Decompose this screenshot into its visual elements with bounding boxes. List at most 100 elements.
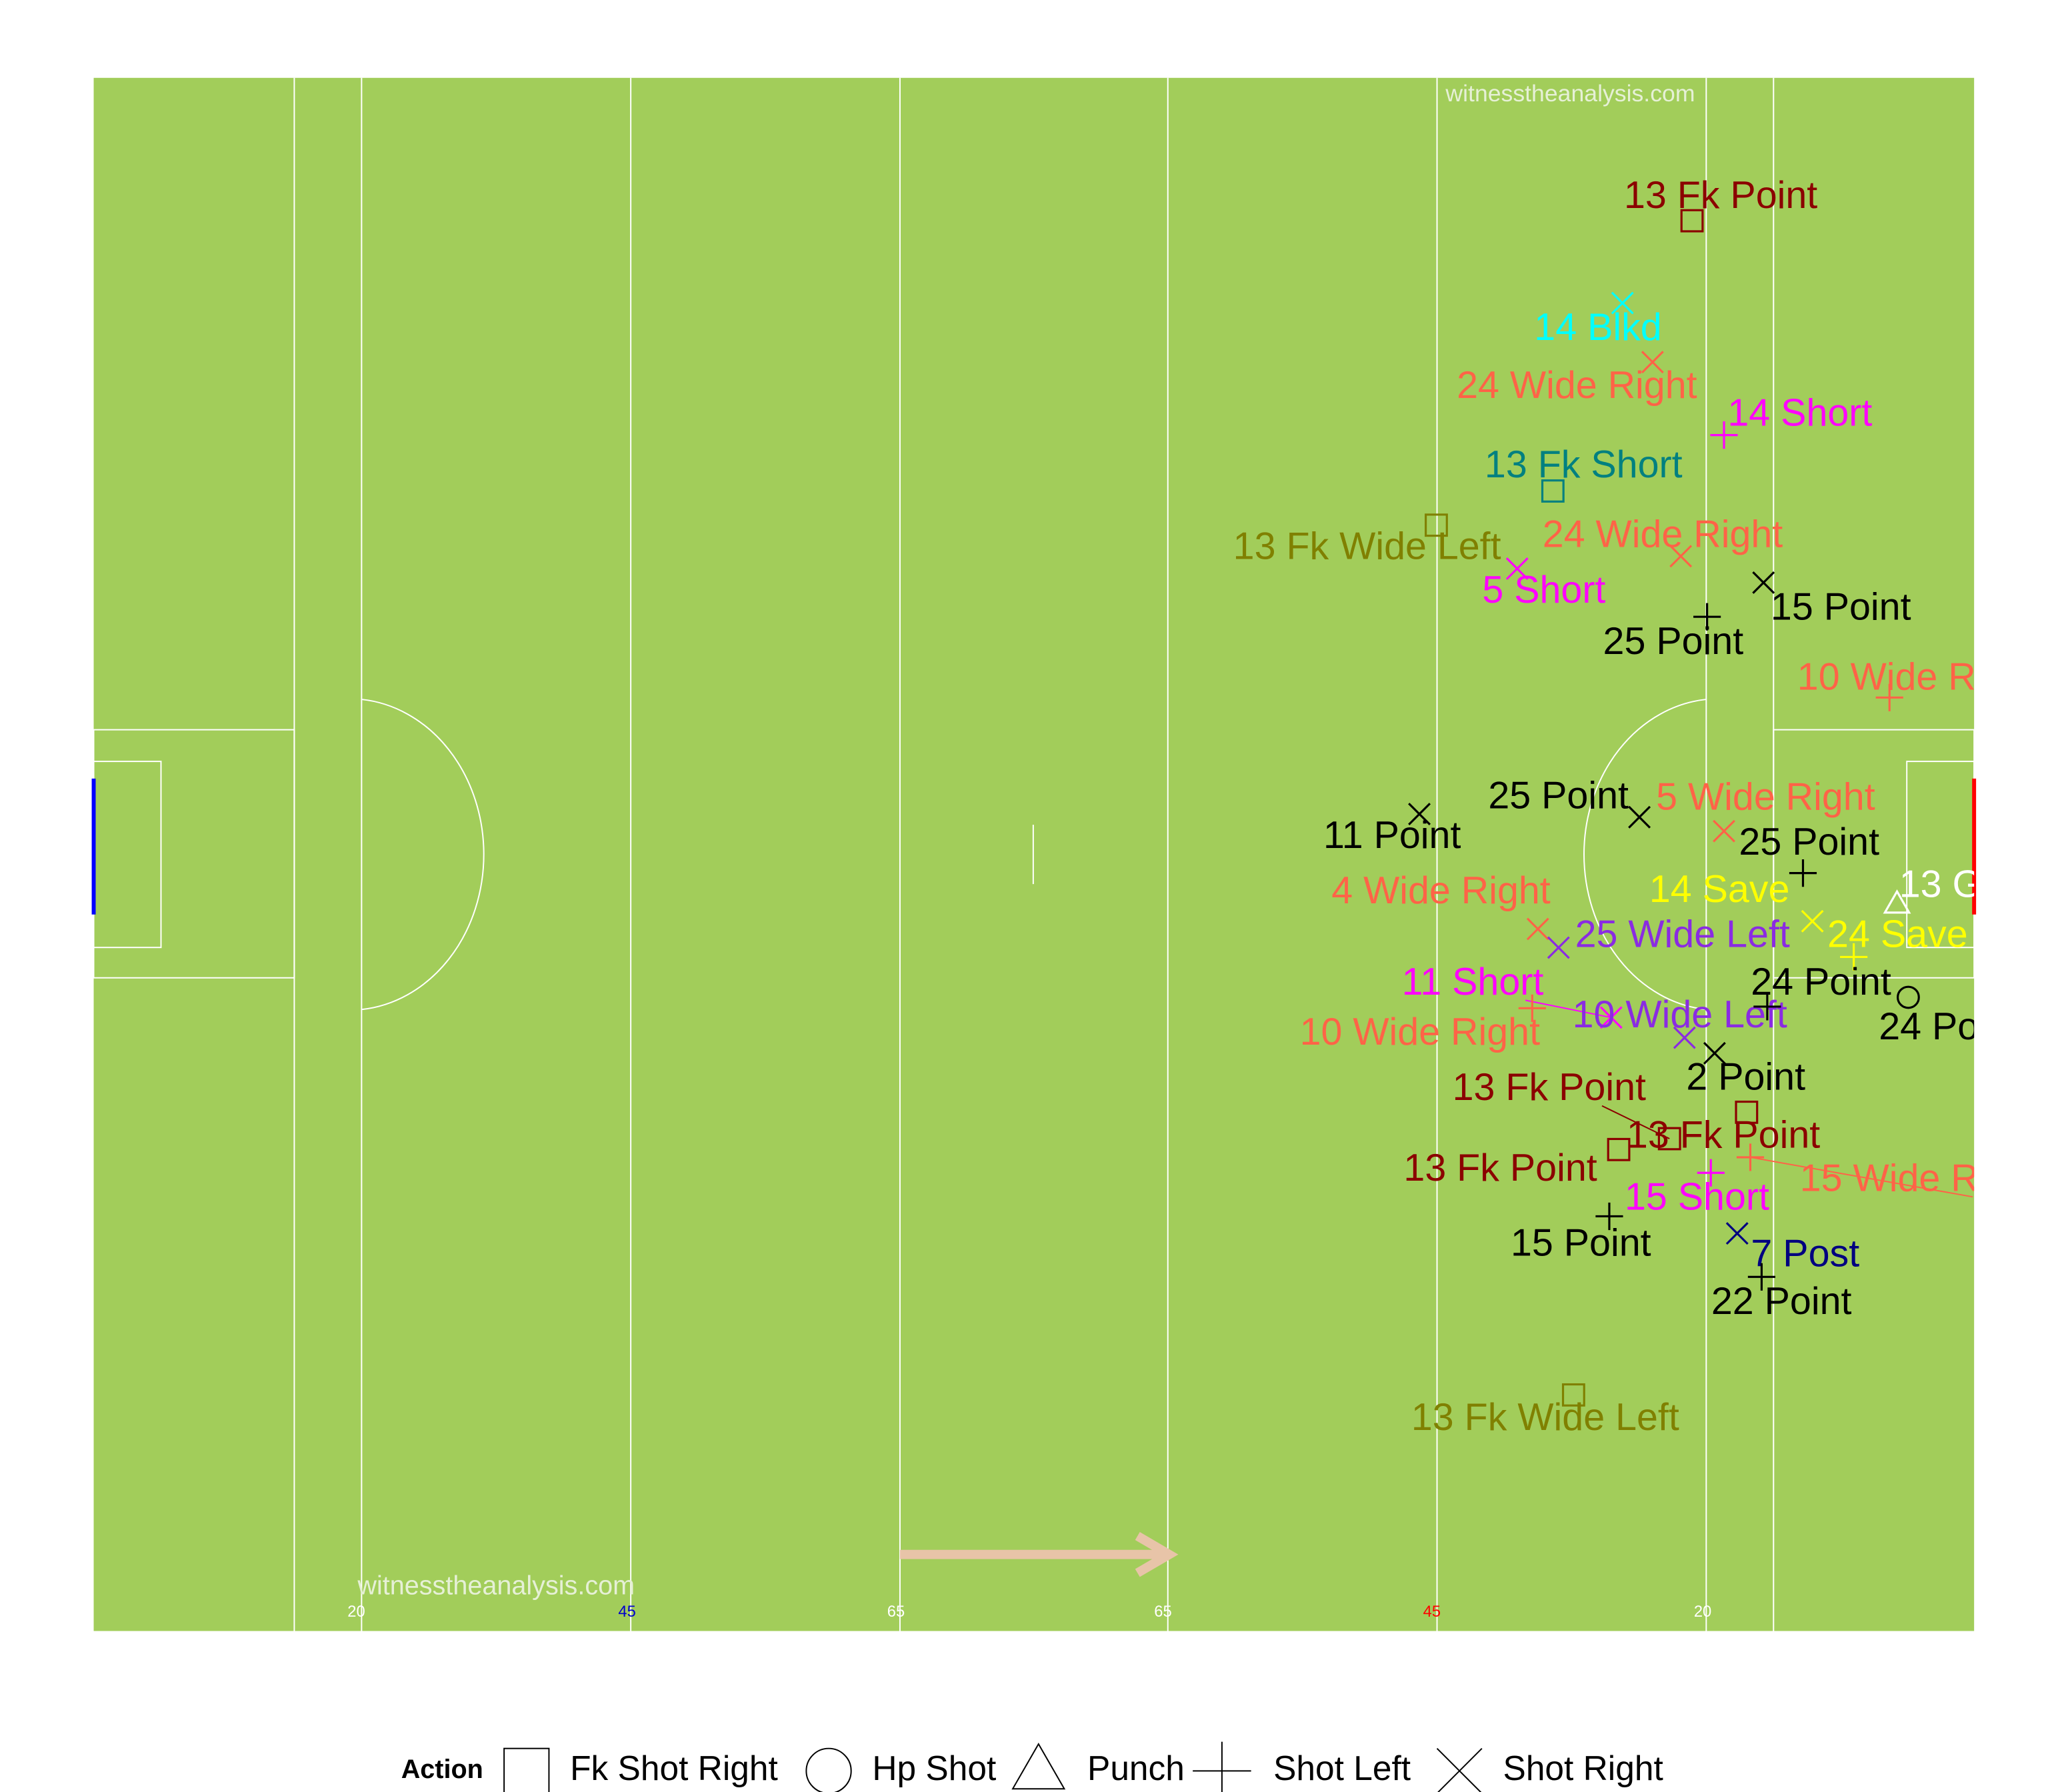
marker bbox=[503, 1747, 550, 1792]
x-tick-label: 20 bbox=[347, 1603, 365, 1621]
marker bbox=[1011, 1742, 1066, 1790]
point bbox=[1669, 545, 1693, 568]
point-label: 14 Blkd bbox=[1534, 306, 1661, 349]
legend-item: Hp Shot bbox=[805, 1747, 996, 1792]
legend-item: Shot Left bbox=[1193, 1741, 1411, 1792]
x-tick-label: 65 bbox=[1154, 1603, 1171, 1621]
legend-label: Shot Left bbox=[1273, 1749, 1411, 1787]
legend-label: Shot Right bbox=[1503, 1749, 1663, 1787]
legend-label: Fk Shot Right bbox=[570, 1749, 778, 1787]
point-label: 11 Point bbox=[1323, 814, 1461, 857]
point bbox=[1710, 421, 1738, 449]
point bbox=[1697, 1159, 1725, 1187]
point-label: 13 Goal bbox=[1899, 863, 2033, 905]
point bbox=[1680, 209, 1704, 233]
point bbox=[1595, 1202, 1623, 1231]
point bbox=[1526, 917, 1549, 941]
point-label: 14 Short bbox=[1727, 392, 1872, 435]
point bbox=[1599, 1006, 1623, 1029]
point bbox=[1897, 985, 1920, 1009]
point bbox=[1752, 571, 1775, 594]
point bbox=[1541, 479, 1565, 503]
point bbox=[1425, 513, 1448, 537]
point bbox=[1753, 993, 1781, 1021]
point bbox=[1505, 557, 1529, 580]
point-label: 14 Save bbox=[1649, 868, 1790, 911]
point-label: 24 Wide Right bbox=[1543, 513, 1783, 556]
point bbox=[1607, 1137, 1631, 1161]
label-connector bbox=[1525, 999, 1611, 1019]
point-label: 10 Wide Left bbox=[1573, 993, 1787, 1036]
point-label: 13 Fk Point bbox=[1627, 1113, 1820, 1156]
point-label: 25 Wide Left bbox=[1575, 913, 1790, 956]
point-label: 13 Fk Point bbox=[1403, 1147, 1597, 1189]
point bbox=[1801, 909, 1824, 933]
point bbox=[1657, 1127, 1681, 1151]
point bbox=[1673, 1026, 1696, 1049]
legend-title: Action bbox=[401, 1755, 483, 1784]
point-label: 24 Point bbox=[1879, 1005, 2019, 1048]
point-label: 25 Point bbox=[1488, 775, 1629, 817]
point bbox=[1735, 1100, 1759, 1124]
point-label: 10 Wide Right bbox=[1797, 656, 2038, 699]
point-label: 4 Wide Right bbox=[1331, 869, 1551, 912]
legend: Action Fk Shot Right Hp Shot Punch Shot Left… bbox=[401, 1741, 1663, 1792]
point-label: 5 Wide Right bbox=[1656, 776, 1875, 819]
legend-item: Shot Right bbox=[1436, 1747, 1663, 1792]
point-label: 13 Fk Short bbox=[1485, 443, 1683, 486]
plot-area: 13 Fk Point 14 Blkd 24 Wide Right 14 Short 1… bbox=[1233, 174, 2041, 1439]
legend-item: Fk Shot Right bbox=[503, 1747, 778, 1792]
watermark: witnesstheanalysis.com bbox=[1445, 80, 1695, 107]
marker bbox=[1193, 1741, 1251, 1792]
point bbox=[1725, 1222, 1749, 1245]
point-label: 25 Point bbox=[1603, 620, 1744, 663]
point-label: 13 Fk Point bbox=[1453, 1066, 1646, 1109]
point-label: 25 Point bbox=[1739, 821, 1879, 863]
pitch-lines bbox=[91, 77, 1977, 1631]
point-label: 11 Short bbox=[1402, 961, 1544, 1003]
point bbox=[1747, 1263, 1776, 1291]
point-label: 15 Point bbox=[1511, 1222, 1651, 1265]
point-label: 15 Short bbox=[1625, 1175, 1769, 1218]
point bbox=[1561, 1383, 1585, 1407]
point bbox=[1875, 683, 1903, 711]
point bbox=[1883, 889, 1911, 914]
point-label: 13 Fk Point bbox=[1624, 174, 1817, 217]
point bbox=[1703, 1041, 1726, 1065]
point-label: 13 Fk Wide Left bbox=[1411, 1396, 1679, 1439]
point-label: 22 Point bbox=[1711, 1280, 1852, 1323]
point bbox=[1641, 351, 1664, 374]
label-connector bbox=[1750, 1156, 1973, 1198]
point-label: 5 Short bbox=[1482, 569, 1605, 611]
point-label: 13 Fk Wide Left bbox=[1233, 525, 1501, 568]
point bbox=[1628, 805, 1651, 829]
point bbox=[1840, 943, 1868, 971]
marker bbox=[805, 1747, 852, 1792]
point-label: 15 Wide Right bbox=[1800, 1157, 2041, 1200]
x-tick-label: 20 bbox=[1694, 1603, 1711, 1621]
point bbox=[1789, 859, 1817, 887]
point bbox=[1713, 819, 1735, 843]
point-label: 24 Save bbox=[1827, 913, 1968, 956]
point-label: 7 Post bbox=[1751, 1233, 1859, 1275]
point bbox=[1547, 936, 1570, 959]
watermark: witnesstheanalysis.com bbox=[357, 1571, 635, 1601]
point-label: 15 Point bbox=[1771, 586, 1911, 629]
point-label: 24 Wide Right bbox=[1457, 364, 1697, 407]
point bbox=[1736, 1143, 1765, 1171]
legend-label: Punch bbox=[1087, 1749, 1185, 1787]
x-tick-label: 45 bbox=[1423, 1603, 1441, 1621]
point-label: 2 Point bbox=[1686, 1055, 1805, 1098]
legend-item: Punch bbox=[1011, 1742, 1185, 1790]
x-tick-label: 65 bbox=[887, 1603, 905, 1621]
legend-label: Hp Shot bbox=[872, 1749, 996, 1787]
point bbox=[1408, 803, 1431, 826]
point bbox=[1518, 994, 1546, 1022]
point-label: 10 Wide Right bbox=[1300, 1011, 1541, 1053]
point-label: 24 Point bbox=[1751, 961, 1891, 1003]
x-tick-label: 45 bbox=[618, 1603, 635, 1621]
point bbox=[1693, 603, 1721, 631]
point bbox=[1611, 291, 1634, 315]
marker bbox=[1436, 1747, 1483, 1792]
